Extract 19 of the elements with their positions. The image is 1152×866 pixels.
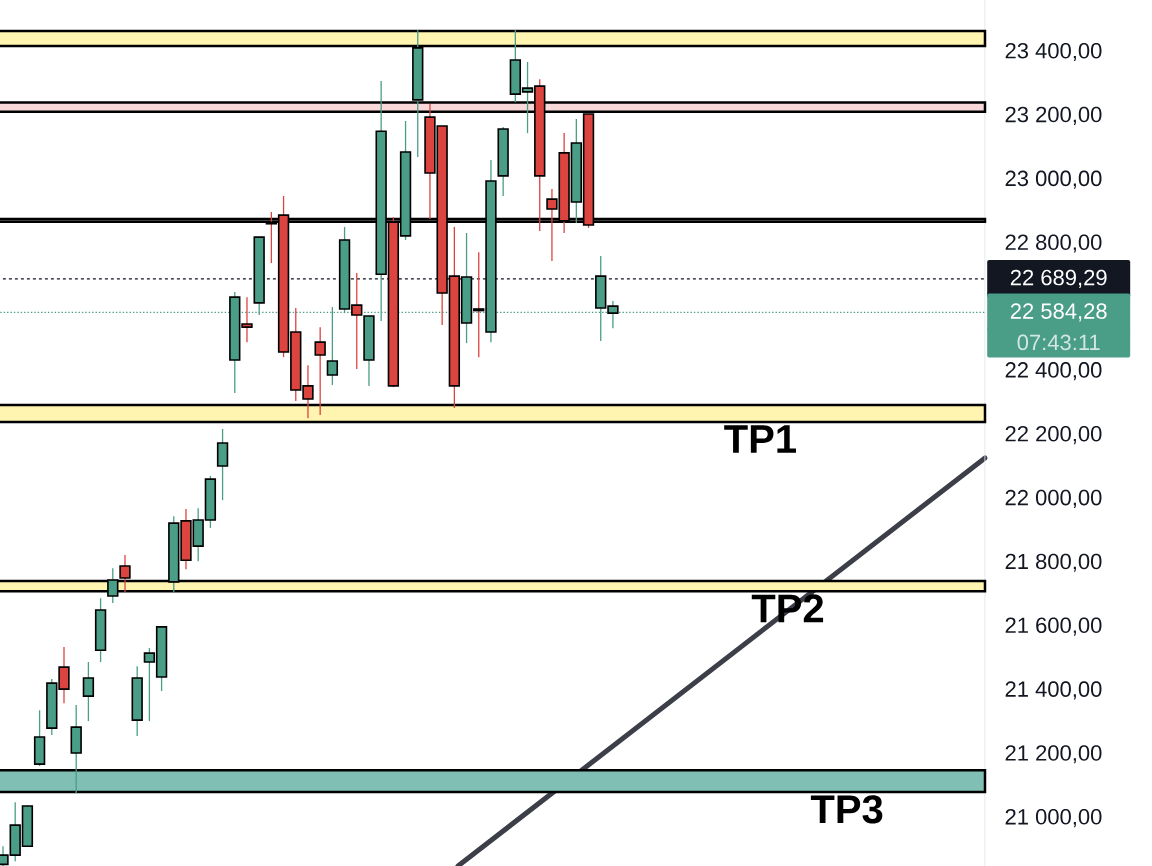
- ref-line-label: 22 584,28: [1010, 303, 1107, 322]
- y-tick-label: 22 400,00: [1005, 362, 1102, 381]
- band-label: TP3: [810, 795, 883, 824]
- candlestick: [82, 661, 95, 722]
- y-tick-label: 22 200,00: [1005, 425, 1102, 445]
- y-tick-label: 21 400,00: [1005, 681, 1102, 700]
- y-tick-label: 21 600,00: [1005, 617, 1102, 636]
- y-tick-label: 21 800,00: [1005, 553, 1102, 572]
- y-tick-label: 22 000,00: [1005, 489, 1102, 508]
- y-tick-label: 23 200,00: [1005, 106, 1102, 125]
- y-tick-label: 23 400,00: [1005, 42, 1102, 62]
- ref-line-label: 22 689,29: [1010, 269, 1107, 288]
- y-tick-label: 23 000,00: [1005, 170, 1102, 189]
- candlestick: [216, 428, 229, 501]
- y-tick-label: 22 800,00: [1005, 234, 1102, 253]
- y-tick-label: 21 200,00: [1005, 745, 1102, 764]
- y-tick-label: 21 000,00: [1005, 809, 1102, 828]
- band-label: TP1: [724, 425, 796, 453]
- text: 07:43:11: [1017, 334, 1100, 351]
